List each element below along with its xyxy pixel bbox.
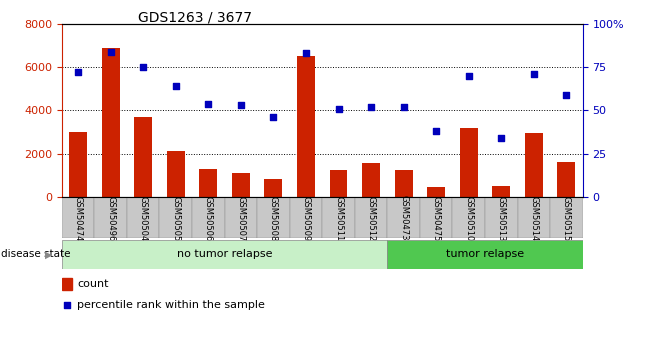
Bar: [290, 198, 322, 238]
Text: no tumor relapse: no tumor relapse: [177, 249, 272, 259]
Point: [301, 51, 311, 56]
Text: disease state: disease state: [1, 249, 70, 259]
Text: percentile rank within the sample: percentile rank within the sample: [77, 300, 266, 310]
Bar: [427, 187, 445, 197]
Bar: [557, 162, 575, 197]
Text: GSM50515: GSM50515: [562, 196, 571, 241]
Bar: [257, 198, 290, 238]
Bar: [525, 133, 543, 197]
Text: GSM50509: GSM50509: [301, 196, 311, 241]
Text: GSM50504: GSM50504: [139, 196, 148, 241]
Text: ▶: ▶: [45, 249, 53, 259]
Bar: [452, 198, 485, 238]
Bar: [94, 198, 127, 238]
Bar: [550, 198, 583, 238]
Bar: [62, 198, 94, 238]
Bar: [199, 169, 217, 197]
Point: [464, 73, 474, 79]
Bar: [362, 163, 380, 197]
Bar: [192, 198, 225, 238]
Bar: [355, 198, 387, 238]
Point: [496, 135, 506, 141]
Bar: [322, 198, 355, 238]
Point: [529, 71, 539, 77]
Point: [431, 128, 441, 134]
Point: [73, 70, 83, 75]
Text: GSM50505: GSM50505: [171, 196, 180, 241]
Bar: [62, 240, 387, 269]
Text: tumor relapse: tumor relapse: [446, 249, 524, 259]
Bar: [329, 170, 348, 197]
Bar: [395, 170, 413, 197]
Text: GSM50510: GSM50510: [464, 196, 473, 241]
Bar: [102, 48, 120, 197]
Bar: [460, 128, 478, 197]
Bar: [492, 186, 510, 197]
Text: GSM50474: GSM50474: [74, 196, 83, 241]
Bar: [167, 151, 185, 197]
Bar: [518, 198, 550, 238]
Text: GSM50512: GSM50512: [367, 196, 376, 241]
Bar: [420, 198, 452, 238]
Bar: [232, 173, 250, 197]
Point: [105, 49, 116, 55]
Bar: [159, 198, 192, 238]
Bar: [134, 117, 152, 197]
Point: [138, 65, 148, 70]
Point: [171, 83, 181, 89]
Bar: [69, 132, 87, 197]
Text: GDS1263 / 3677: GDS1263 / 3677: [138, 10, 253, 24]
Point: [366, 104, 376, 110]
Text: GSM50473: GSM50473: [399, 196, 408, 241]
Text: count: count: [77, 279, 109, 289]
Bar: [485, 198, 518, 238]
Bar: [127, 198, 159, 238]
Text: GSM50506: GSM50506: [204, 196, 213, 241]
Text: GSM50507: GSM50507: [236, 196, 245, 241]
Bar: [264, 179, 283, 197]
Bar: [387, 198, 420, 238]
Bar: [62, 278, 72, 290]
Point: [561, 92, 572, 98]
Point: [398, 104, 409, 110]
Bar: [225, 198, 257, 238]
Text: GSM50511: GSM50511: [334, 196, 343, 241]
Bar: [387, 240, 583, 269]
Text: GSM50513: GSM50513: [497, 196, 506, 241]
Text: GSM50508: GSM50508: [269, 196, 278, 241]
Point: [268, 115, 279, 120]
Text: GSM50496: GSM50496: [106, 196, 115, 241]
Bar: [297, 57, 315, 197]
Point: [333, 106, 344, 111]
Point: [62, 302, 72, 308]
Point: [236, 102, 246, 108]
Text: GSM50475: GSM50475: [432, 196, 441, 241]
Point: [203, 101, 214, 106]
Text: GSM50514: GSM50514: [529, 196, 538, 241]
